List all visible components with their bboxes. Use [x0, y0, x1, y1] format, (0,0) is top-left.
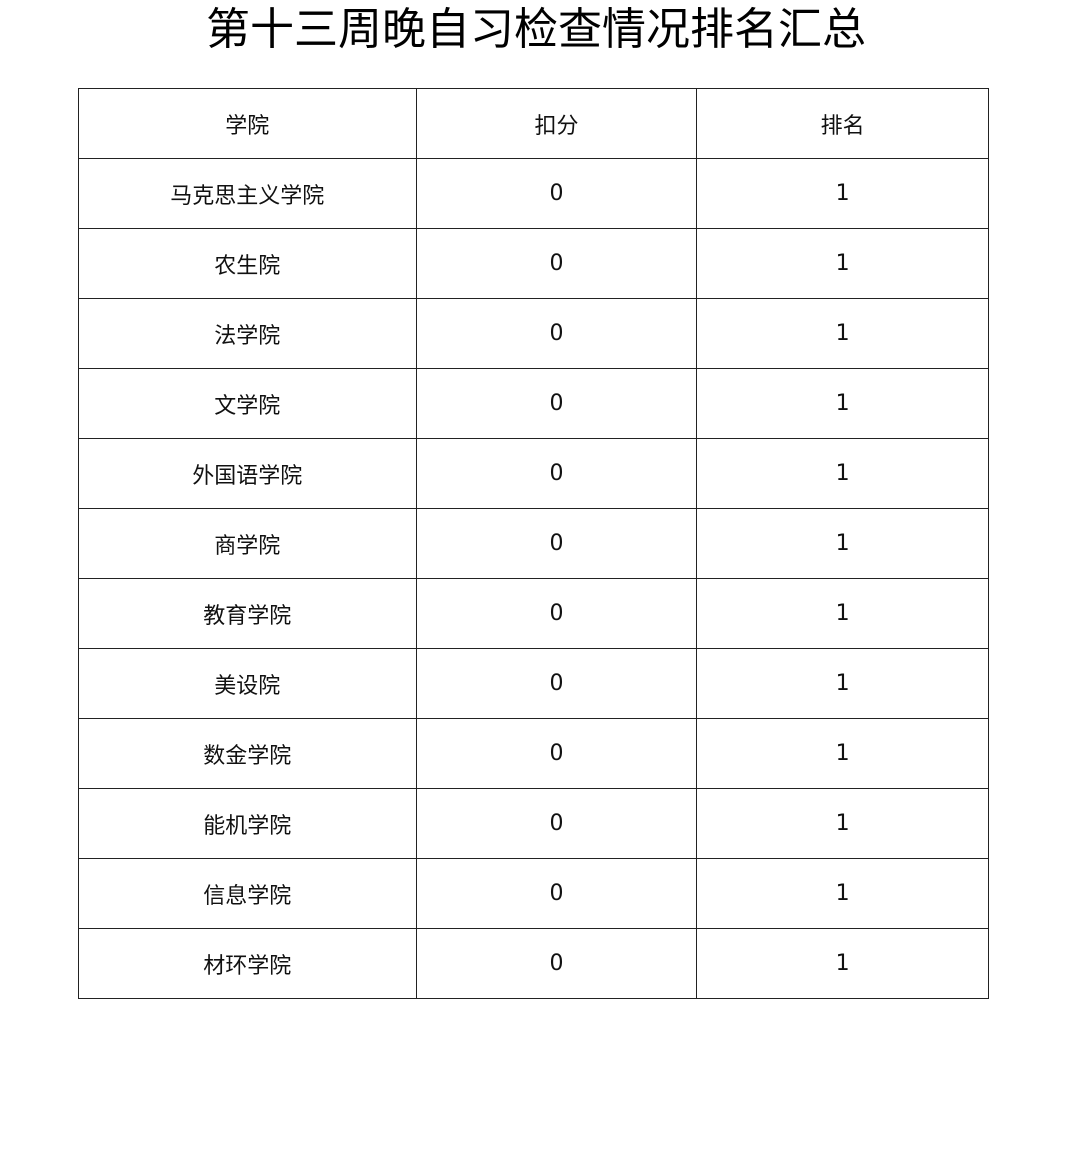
table-row: 数金学院 0 1: [78, 718, 989, 789]
table-row: 信息学院 0 1: [78, 858, 989, 929]
cell-rank: 1: [696, 788, 989, 859]
page-title: 第十三周晚自习检查情况排名汇总: [206, 4, 866, 55]
cell-rank: 1: [696, 228, 989, 299]
table-row: 美设院 0 1: [78, 648, 989, 719]
cell-college: 数金学院: [78, 718, 417, 789]
cell-rank: 1: [696, 578, 989, 649]
cell-deduction: 0: [415, 928, 698, 999]
cell-college: 法学院: [78, 298, 417, 369]
cell-college: 马克思主义学院: [78, 158, 417, 229]
cell-deduction: 0: [415, 648, 698, 719]
cell-college: 能机学院: [78, 788, 417, 859]
header-rank: 排名: [696, 88, 989, 159]
cell-college: 材环学院: [78, 928, 417, 999]
cell-deduction: 0: [415, 718, 698, 789]
cell-rank: 1: [696, 718, 989, 789]
cell-rank: 1: [696, 648, 989, 719]
cell-college: 美设院: [78, 648, 417, 719]
cell-deduction: 0: [415, 788, 698, 859]
table-row: 文学院 0 1: [78, 368, 989, 439]
table-row: 外国语学院 0 1: [78, 438, 989, 509]
table-row: 材环学院 0 1: [78, 928, 989, 999]
cell-college: 农生院: [78, 228, 417, 299]
table-row: 马克思主义学院 0 1: [78, 158, 989, 229]
header-deduction: 扣分: [415, 88, 698, 159]
cell-college: 外国语学院: [78, 438, 417, 509]
ranking-table: 学院 扣分 排名 马克思主义学院 0 1 农生院 0 1 法学院 0 1 文学院 0 1 外国语学院 0 1…: [78, 88, 989, 999]
cell-rank: 1: [696, 858, 989, 929]
table-row: 商学院 0 1: [78, 508, 989, 579]
cell-deduction: 0: [415, 438, 698, 509]
cell-rank: 1: [696, 508, 989, 579]
cell-deduction: 0: [415, 508, 698, 579]
cell-deduction: 0: [415, 368, 698, 439]
cell-deduction: 0: [415, 578, 698, 649]
cell-college: 文学院: [78, 368, 417, 439]
cell-college: 教育学院: [78, 578, 417, 649]
cell-rank: 1: [696, 368, 989, 439]
cell-deduction: 0: [415, 158, 698, 229]
cell-rank: 1: [696, 158, 989, 229]
cell-college: 信息学院: [78, 858, 417, 929]
cell-rank: 1: [696, 928, 989, 999]
header-college: 学院: [78, 88, 417, 159]
cell-rank: 1: [696, 298, 989, 369]
cell-deduction: 0: [415, 858, 698, 929]
table-row: 法学院 0 1: [78, 298, 989, 369]
cell-rank: 1: [696, 438, 989, 509]
table-row: 能机学院 0 1: [78, 788, 989, 859]
cell-college: 商学院: [78, 508, 417, 579]
cell-deduction: 0: [415, 228, 698, 299]
table-row: 农生院 0 1: [78, 228, 989, 299]
table-header-row: 学院 扣分 排名: [78, 88, 989, 159]
table-row: 教育学院 0 1: [78, 578, 989, 649]
cell-deduction: 0: [415, 298, 698, 369]
